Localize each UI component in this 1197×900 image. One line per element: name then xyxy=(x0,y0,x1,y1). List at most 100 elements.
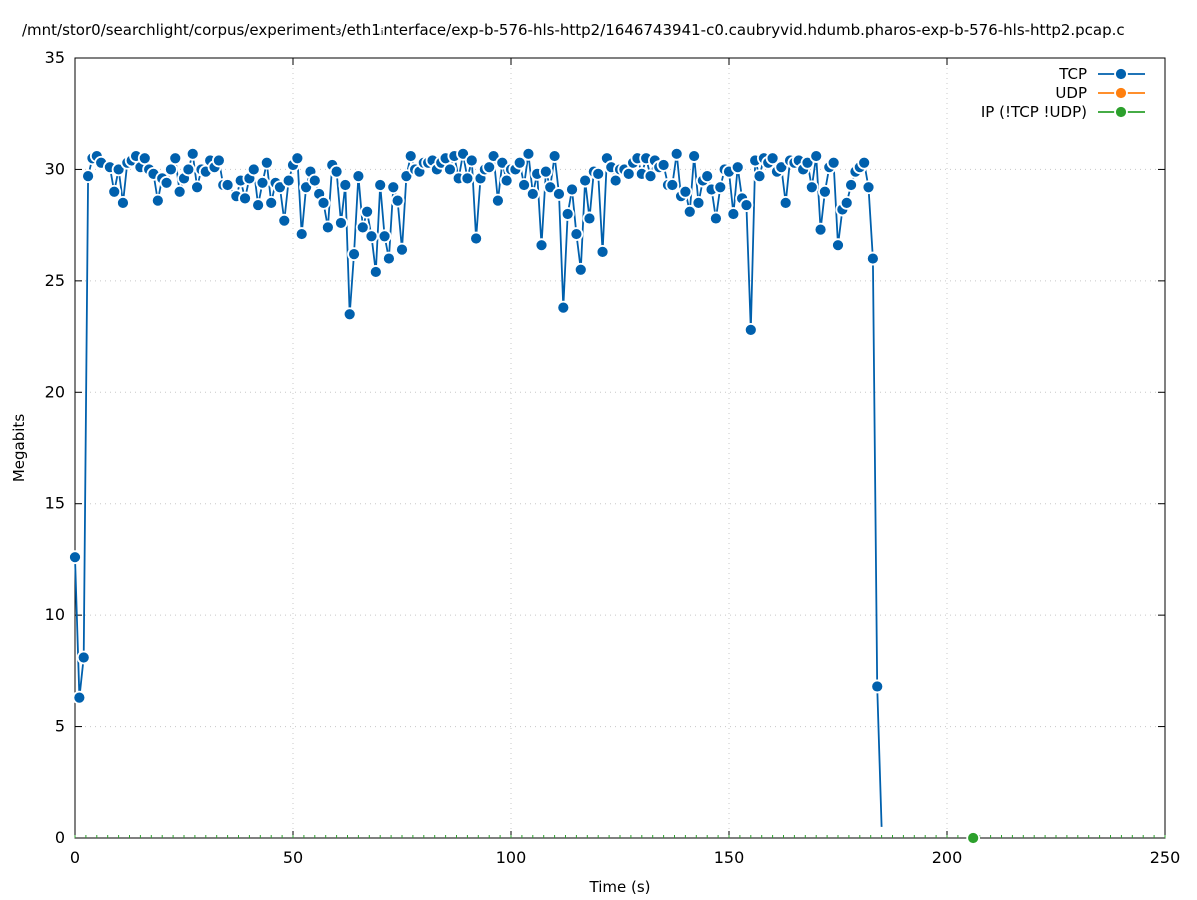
data-point xyxy=(150,193,165,208)
data-point xyxy=(342,307,357,322)
data-point xyxy=(220,178,235,192)
data-point xyxy=(355,220,370,235)
data-point xyxy=(656,158,671,172)
legend-label: UDP xyxy=(1055,84,1087,102)
data-point xyxy=(368,265,383,279)
data-point xyxy=(857,155,872,170)
data-point xyxy=(464,153,479,168)
data-point xyxy=(137,151,152,166)
data-point xyxy=(329,164,344,179)
data-point xyxy=(691,195,706,210)
data-point xyxy=(844,178,858,192)
data-point xyxy=(373,178,388,192)
data-point xyxy=(569,227,584,241)
data-point xyxy=(172,184,187,199)
legend-marker xyxy=(1114,105,1128,119)
data-point xyxy=(168,151,183,166)
data-point xyxy=(861,180,876,195)
data-point xyxy=(482,160,497,175)
data-point xyxy=(281,173,296,188)
legend-label: TCP xyxy=(1058,65,1087,83)
data-point xyxy=(386,180,401,195)
data-point xyxy=(159,175,174,190)
series-0 xyxy=(68,146,885,827)
data-point xyxy=(351,169,366,184)
data-point xyxy=(521,146,536,161)
data-point xyxy=(251,198,266,212)
data-point xyxy=(259,155,274,170)
data-point xyxy=(831,238,845,253)
x-tick-label: 250 xyxy=(1150,848,1181,867)
data-point xyxy=(294,227,309,241)
data-point xyxy=(460,171,475,186)
data-point xyxy=(687,149,702,163)
data-point xyxy=(713,180,728,195)
data-point xyxy=(591,166,606,181)
data-point xyxy=(534,238,549,253)
legend-item: IP (!TCP !UDP) xyxy=(981,103,1145,121)
data-point xyxy=(238,191,252,206)
chart-title: /mnt/stor0/searchlight/corpus/experiment… xyxy=(22,21,1125,39)
data-point xyxy=(839,195,854,210)
series-layer xyxy=(68,146,981,845)
data-point xyxy=(778,195,793,210)
data-point xyxy=(211,153,226,168)
legend-marker xyxy=(1114,67,1128,81)
data-point xyxy=(181,162,196,177)
data-point xyxy=(72,690,87,705)
data-point xyxy=(709,211,723,226)
data-point xyxy=(316,195,331,210)
legend-marker xyxy=(1114,86,1128,100)
data-point xyxy=(765,151,780,166)
data-point xyxy=(621,166,636,181)
data-point xyxy=(390,193,405,208)
data-point xyxy=(443,162,457,177)
data-point xyxy=(739,198,754,212)
y-tick-label: 5 xyxy=(55,717,65,736)
data-point xyxy=(469,231,484,246)
x-tick-label: 100 xyxy=(496,848,527,867)
data-point xyxy=(185,146,200,161)
legend-item: UDP xyxy=(1055,84,1145,102)
data-point xyxy=(307,173,322,188)
data-point xyxy=(164,162,178,177)
data-point xyxy=(582,211,597,226)
data-point xyxy=(813,222,828,237)
y-tick-label: 25 xyxy=(45,271,65,290)
data-point xyxy=(116,195,130,210)
data-point xyxy=(804,180,819,195)
data-point xyxy=(107,184,122,199)
legend-item: TCP xyxy=(1058,65,1145,83)
data-point xyxy=(512,155,527,170)
y-axis-label: Megabits xyxy=(10,414,28,482)
data-point xyxy=(700,169,715,184)
data-point xyxy=(395,242,409,257)
data-point xyxy=(264,195,279,210)
data-point xyxy=(826,155,841,170)
x-axis-label: Time (s) xyxy=(589,878,651,896)
data-point xyxy=(499,173,514,188)
data-point xyxy=(377,229,392,244)
y-tick-label: 20 xyxy=(45,382,65,401)
y-tick-label: 35 xyxy=(45,48,65,67)
data-point xyxy=(595,244,610,259)
data-point xyxy=(403,149,418,163)
data-point xyxy=(669,146,684,161)
data-point xyxy=(865,251,880,266)
data-point xyxy=(643,169,658,184)
x-tick-label: 150 xyxy=(714,848,745,867)
y-tick-label: 15 xyxy=(45,494,65,513)
data-point xyxy=(547,149,562,163)
data-point xyxy=(68,550,82,565)
data-point xyxy=(565,182,579,197)
x-tick-label: 0 xyxy=(70,848,80,867)
series-line xyxy=(74,152,883,827)
data-point xyxy=(818,184,832,199)
data-point xyxy=(752,169,767,184)
data-point xyxy=(81,169,95,184)
data-point xyxy=(552,187,566,201)
data-point xyxy=(76,650,91,665)
data-point xyxy=(665,178,680,192)
data-point xyxy=(578,173,593,188)
